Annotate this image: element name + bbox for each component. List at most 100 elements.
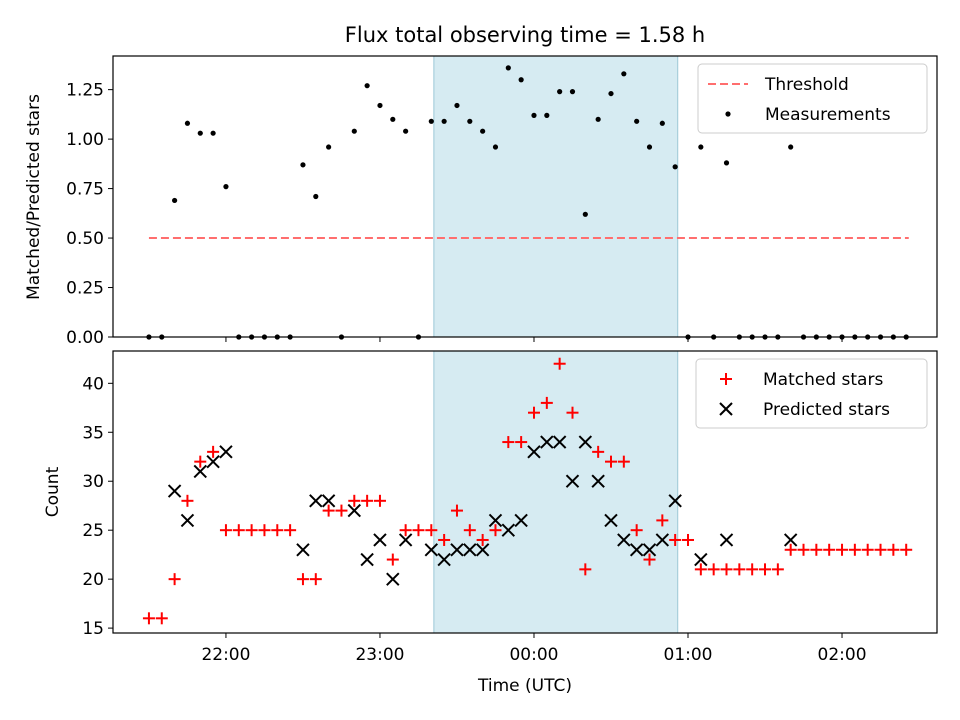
y-tick-label: 1.25 bbox=[66, 81, 104, 101]
predicted-star-marker bbox=[604, 513, 618, 528]
matched-star-marker bbox=[258, 524, 271, 537]
measurement-point bbox=[377, 102, 383, 109]
predicted-star-marker bbox=[642, 543, 657, 557]
y-tick-label: 0.25 bbox=[66, 279, 104, 299]
predicted-star-stroke bbox=[719, 533, 734, 547]
legend-matched-swatch bbox=[720, 373, 732, 385]
matched-star-marker bbox=[771, 563, 784, 576]
measurement-point bbox=[223, 184, 229, 190]
measurement-point bbox=[723, 160, 730, 166]
x-tick-label: 01:00 bbox=[664, 645, 713, 665]
predicted-star-marker bbox=[398, 533, 413, 547]
predicted-star-marker bbox=[309, 494, 323, 508]
predicted-star-marker bbox=[373, 533, 387, 547]
predicted-star-marker bbox=[578, 435, 593, 449]
matched-star-marker bbox=[874, 543, 887, 556]
matched-star-marker bbox=[489, 524, 502, 537]
legend-threshold-label: Threshold bbox=[764, 75, 849, 95]
panel-counts-ylabel: Count bbox=[43, 466, 63, 517]
matched-star-marker bbox=[502, 436, 515, 449]
matched-star-marker bbox=[527, 406, 540, 419]
predicted-star-marker bbox=[206, 454, 220, 469]
predicted-star-stroke bbox=[167, 484, 182, 498]
matched-star-marker bbox=[181, 494, 194, 507]
measurement-point bbox=[608, 90, 614, 97]
predicted-star-stroke bbox=[386, 572, 400, 586]
matched-star-marker bbox=[643, 553, 656, 566]
predicted-star-stroke bbox=[398, 533, 413, 547]
x-tick-label: 02:00 bbox=[818, 645, 867, 665]
matched-star-marker bbox=[784, 543, 797, 556]
predicted-star-marker bbox=[629, 543, 644, 557]
matched-star-marker bbox=[579, 563, 592, 576]
legend-matched-label: Matched stars bbox=[763, 370, 883, 390]
predicted-star-marker bbox=[565, 474, 580, 488]
matched-star-marker bbox=[412, 524, 425, 537]
predicted-star-marker bbox=[347, 503, 362, 518]
predicted-star-marker bbox=[488, 513, 503, 528]
matched-star-marker bbox=[245, 524, 258, 537]
matched-star-marker bbox=[476, 533, 489, 546]
matched-star-marker bbox=[617, 455, 630, 468]
predicted-star-stroke bbox=[642, 543, 657, 557]
matched-star-marker bbox=[168, 573, 181, 586]
measurement-point bbox=[403, 128, 409, 134]
matched-star-marker bbox=[682, 533, 695, 546]
measurement-point bbox=[492, 144, 499, 150]
predicted-star-stroke bbox=[578, 435, 593, 449]
x-axis-label: Time (UTC) bbox=[477, 676, 572, 696]
y-tick-label: 15 bbox=[82, 619, 104, 639]
matched-star-marker bbox=[219, 524, 232, 537]
measurement-point bbox=[454, 102, 460, 109]
predicted-star-marker bbox=[719, 533, 734, 547]
matched-star-marker bbox=[335, 504, 348, 517]
predicted-star-stroke bbox=[514, 513, 528, 528]
predicted-star-marker bbox=[296, 543, 310, 557]
x-tick-label: 22:00 bbox=[201, 645, 250, 665]
panel-counts: 15 20 25 30 35 40 22:00 23:00 00:00 01:00 02:00 C… bbox=[43, 350, 938, 696]
predicted-star-marker bbox=[475, 543, 490, 557]
measurement-point bbox=[210, 130, 216, 136]
legend-predicted-swatch bbox=[719, 402, 733, 416]
measurement-point bbox=[351, 128, 357, 134]
measurement-point bbox=[788, 144, 794, 150]
predicted-star-stroke bbox=[219, 445, 233, 459]
matched-star-marker bbox=[733, 563, 746, 576]
measurement-point bbox=[390, 116, 396, 122]
predicted-star-stroke bbox=[694, 552, 708, 567]
y-tick-label: 0.50 bbox=[66, 229, 104, 249]
predicted-star-marker bbox=[655, 533, 670, 547]
predicted-star-stroke bbox=[424, 543, 439, 557]
panel-ratio-legend: Threshold Measurements bbox=[697, 63, 928, 134]
matched-star-marker bbox=[810, 543, 823, 556]
predicted-star-stroke bbox=[206, 454, 220, 469]
panel-ratio-ylabel: Matched/Predicted stars bbox=[24, 94, 44, 300]
panel-ratio-shading bbox=[433, 56, 678, 337]
matched-star-marker bbox=[284, 524, 297, 537]
y-tick-label: 0.00 bbox=[66, 328, 104, 348]
predicted-star-stroke bbox=[488, 513, 503, 528]
predicted-star-stroke bbox=[180, 513, 195, 528]
legend-box bbox=[695, 358, 928, 429]
measurement-point bbox=[172, 197, 178, 204]
measurement-point bbox=[544, 112, 550, 118]
predicted-star-marker bbox=[450, 543, 464, 557]
predicted-star-stroke bbox=[437, 552, 451, 567]
matched-star-marker bbox=[425, 524, 438, 537]
predicted-star-marker bbox=[386, 572, 400, 586]
matched-star-marker bbox=[450, 504, 463, 517]
predicted-star-marker bbox=[437, 552, 451, 567]
matched-star-marker bbox=[707, 563, 720, 576]
predicted-star-stroke bbox=[552, 435, 567, 449]
matched-star-marker bbox=[194, 455, 207, 468]
matched-star-marker bbox=[566, 406, 579, 419]
matched-star-marker bbox=[438, 533, 451, 546]
y-tick-label: 40 bbox=[82, 374, 104, 394]
matched-star-marker bbox=[604, 455, 617, 468]
predicted-star-stroke bbox=[629, 543, 644, 557]
matched-star-marker bbox=[861, 543, 874, 556]
predicted-star-stroke bbox=[540, 435, 554, 449]
matched-star-marker bbox=[155, 612, 168, 625]
matched-star-marker bbox=[694, 563, 707, 576]
predicted-star-marker bbox=[514, 513, 528, 528]
